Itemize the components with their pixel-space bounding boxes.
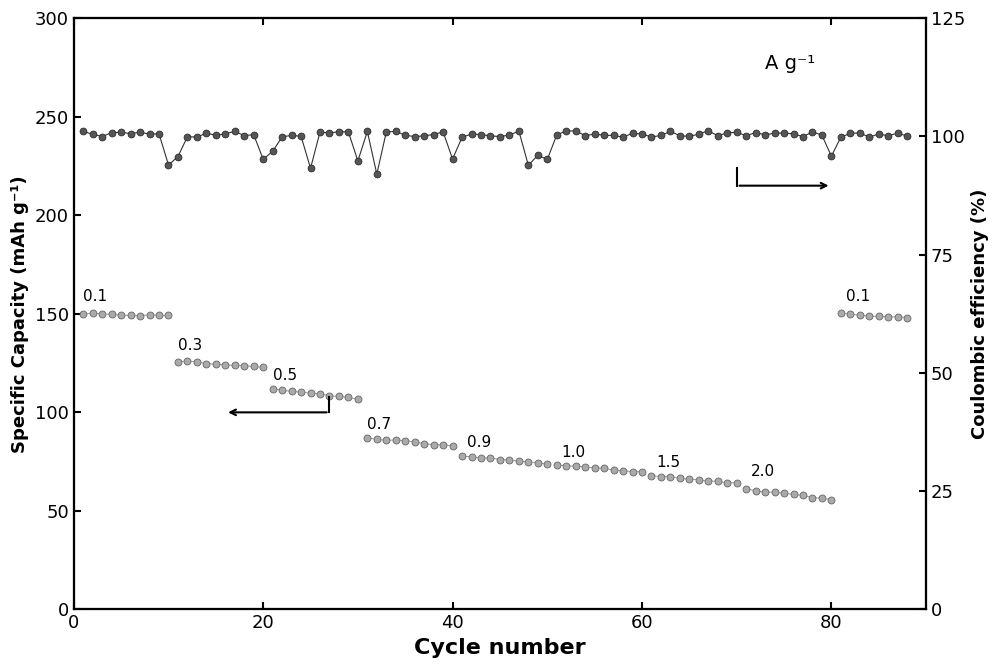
Text: A g⁻¹: A g⁻¹	[765, 54, 815, 73]
Text: 0.5: 0.5	[273, 368, 297, 383]
X-axis label: Cycle number: Cycle number	[414, 638, 586, 658]
Text: 0.7: 0.7	[367, 417, 391, 432]
Y-axis label: Specific Capacity (mAh g⁻¹): Specific Capacity (mAh g⁻¹)	[11, 175, 29, 453]
Text: 0.1: 0.1	[846, 289, 870, 304]
Text: 2.0: 2.0	[751, 464, 775, 480]
Y-axis label: Coulombic efficiency (%): Coulombic efficiency (%)	[971, 189, 989, 439]
Text: 0.3: 0.3	[178, 339, 202, 353]
Text: 1.0: 1.0	[561, 445, 586, 460]
Text: 0.9: 0.9	[467, 435, 491, 450]
Text: 1.5: 1.5	[656, 454, 680, 470]
Text: 0.1: 0.1	[83, 289, 107, 304]
